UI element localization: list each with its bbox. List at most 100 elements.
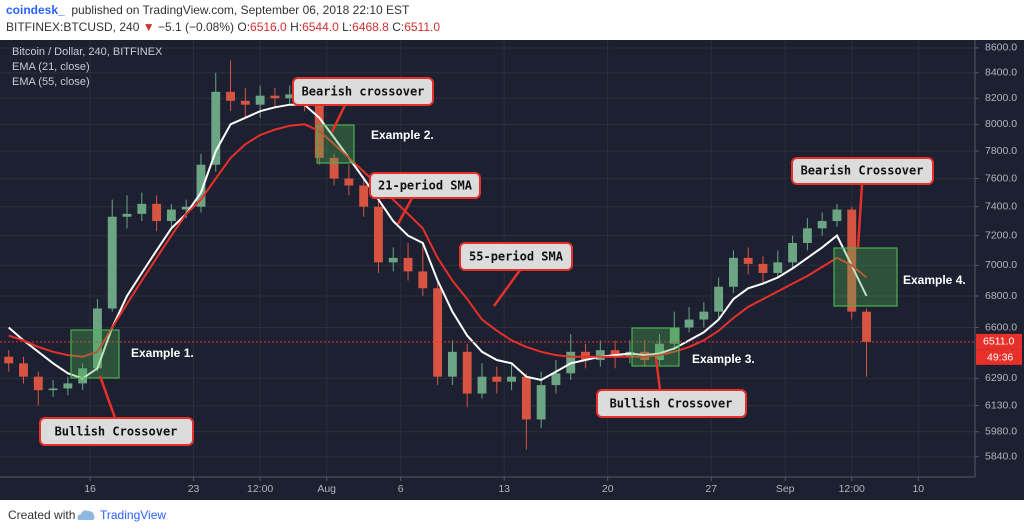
product[interactable]: TradingView: [100, 508, 167, 522]
candle-body: [521, 376, 531, 420]
symbol: BITFINEX:BTCUSD, 240: [6, 20, 140, 34]
x-tick-label: 16: [84, 483, 96, 495]
callout-box: [292, 77, 434, 106]
x-tick-label: 23: [188, 483, 200, 495]
candle-body: [63, 383, 73, 389]
callout-box: [39, 417, 194, 446]
callout-text: Bearish Crossover: [801, 164, 924, 178]
callout-text: Bullish Crossover: [55, 425, 178, 439]
candle-body: [433, 288, 443, 377]
y-tick-label: 7200.0: [985, 229, 1017, 241]
candle-body: [802, 228, 812, 243]
candle-body: [285, 94, 295, 99]
pointer: [856, 183, 864, 249]
candle-body: [788, 242, 798, 263]
candle-body: [78, 368, 88, 384]
candle-body: [758, 263, 768, 273]
c-label: C:: [392, 20, 405, 34]
candle-body: [743, 257, 753, 264]
callout-box: [459, 242, 573, 271]
h: 6544.0: [302, 20, 339, 34]
candle-body: [684, 319, 694, 328]
ema-line: [8, 103, 868, 382]
candle-body: [728, 257, 738, 287]
y-tick-label: 8400.0: [985, 67, 1017, 79]
callout-boxes: [39, 77, 934, 446]
header: coindesk_ published on TradingView.com, …: [0, 0, 1024, 40]
candle-body: [240, 100, 250, 105]
legend-entry: EMA (21, close): [12, 61, 90, 73]
candle-body: [477, 376, 487, 394]
y-tick-label: 7600.0: [985, 172, 1017, 184]
candle-body: [329, 157, 339, 179]
candle-body: [196, 164, 206, 207]
logo: [77, 510, 95, 520]
x-tick-label: Sep: [776, 483, 795, 495]
candle-body: [226, 91, 235, 101]
x-tick-label: 27: [705, 483, 717, 495]
candle-body: [137, 203, 147, 214]
candle-body: [862, 311, 871, 342]
candle-body: [714, 286, 724, 312]
axes: 8600.0 8400.0 8200.0 8000.0 7800.0 7600.0 7400…: [84, 42, 1022, 495]
x-tick-label: 20: [602, 483, 614, 495]
pointer: [98, 375, 117, 419]
candle-body: [93, 308, 102, 369]
h-label: H:: [290, 20, 303, 34]
y-tick-label: 6600.0: [985, 321, 1017, 333]
callout-text: 21-period SMA: [378, 179, 473, 193]
grid: [0, 40, 975, 477]
c: 6511.0: [404, 20, 440, 34]
example-box: [316, 124, 355, 164]
candle-body: [344, 178, 354, 186]
candle-body: [48, 388, 58, 391]
candle-body: [152, 203, 162, 222]
y-tick-label: 7400.0: [985, 200, 1017, 212]
legend-entry: Bitcoin / Dollar, 240, BITFINEX: [12, 46, 163, 58]
x-tick-label: 12:00: [247, 483, 273, 495]
candle-body: [4, 356, 14, 364]
callout-text: Bullish Crossover: [610, 397, 733, 411]
x-tick-label: Aug: [317, 483, 336, 495]
candle-body: [211, 91, 221, 165]
chart: 8600.0 8400.0 8200.0 8000.0 7800.0 7600.0 7400…: [0, 40, 1024, 500]
countdown: 49:36: [987, 352, 1013, 364]
candle-body: [832, 209, 842, 222]
quote-line: BITFINEX:BTCUSD, 240 ▼ −5.1 (−0.08%) O:6…: [6, 20, 440, 34]
candle-body: [447, 351, 457, 377]
candle-body: [551, 373, 561, 386]
pointer: [396, 197, 414, 225]
y-tick-label: 8600.0: [985, 42, 1017, 54]
candle-body: [122, 213, 132, 217]
candle-body: [669, 327, 679, 344]
candle-body: [536, 385, 546, 420]
example-box: [833, 247, 898, 307]
l: 6468.8: [352, 20, 389, 34]
candle-body: [773, 262, 783, 273]
pointer: [330, 104, 347, 133]
x-tick-label: 6: [398, 483, 404, 495]
y-tick-label: 5980.0: [985, 426, 1017, 438]
o-label: O:: [237, 20, 251, 34]
candle-body: [817, 221, 827, 229]
candle-body: [492, 376, 502, 382]
y-tick-label: 6290.0: [985, 372, 1017, 384]
arrow: ▼: [142, 20, 155, 34]
example-label: Example 4.: [903, 273, 966, 287]
candle-body: [33, 376, 43, 391]
candle-body: [418, 271, 428, 289]
example-boxes: [70, 124, 898, 379]
brand[interactable]: coindesk_: [6, 3, 65, 17]
pointer: [654, 357, 662, 391]
candle-body: [507, 376, 517, 382]
pointers: [98, 104, 864, 419]
y-tick-label: 6130.0: [985, 399, 1017, 411]
l-label: L:: [342, 20, 353, 34]
last-price-label: 6511.0: [983, 336, 1014, 348]
callout-text: Bearish crossover: [302, 85, 425, 99]
y-tick-label: 6800.0: [985, 290, 1017, 302]
candle-body: [270, 95, 280, 99]
x-tick-label: 13: [498, 483, 510, 495]
ema-line: [8, 123, 868, 358]
logo-cloud: [77, 510, 95, 520]
